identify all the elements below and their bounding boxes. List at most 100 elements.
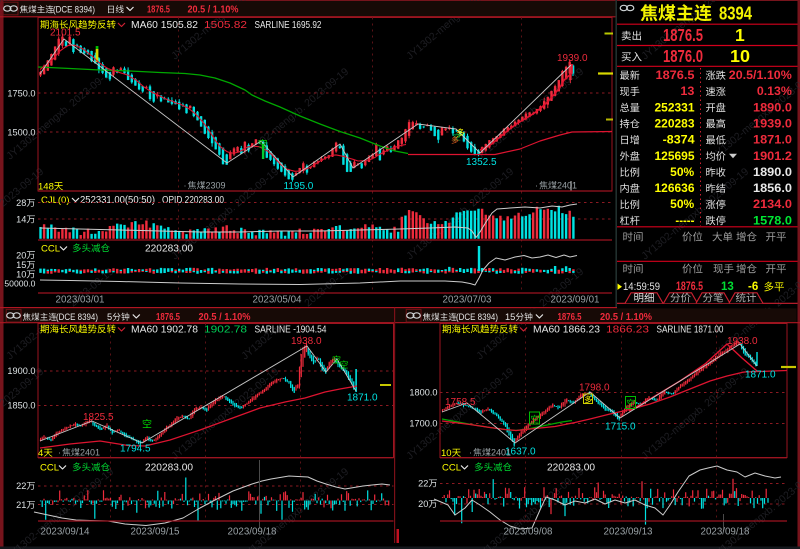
svg-text:50%: 50% <box>670 167 694 179</box>
svg-text:13: 13 <box>680 86 694 98</box>
svg-text:10: 10 <box>441 448 452 459</box>
svg-text:1876.5: 1876.5 <box>558 311 582 323</box>
svg-text:-6: -6 <box>748 281 758 293</box>
svg-text:1856.0: 1856.0 <box>753 183 792 195</box>
svg-text:125695: 125695 <box>655 151 696 163</box>
svg-text:1938.0: 1938.0 <box>291 336 322 347</box>
svg-text:2023/09/13: 2023/09/13 <box>604 527 653 538</box>
svg-text:2023/07/03: 2023/07/03 <box>443 295 492 306</box>
svg-text:4: 4 <box>38 448 43 459</box>
svg-text:8394: 8394 <box>719 4 752 24</box>
svg-text:1890.0: 1890.0 <box>753 167 792 179</box>
svg-text:1800.0: 1800.0 <box>409 388 437 398</box>
svg-text:1637.0: 1637.0 <box>505 447 536 458</box>
svg-text:CCL: CCL <box>442 463 461 474</box>
svg-text:1938.0: 1938.0 <box>727 336 758 347</box>
svg-text:2134.0: 2134.0 <box>753 199 792 211</box>
svg-text:2401: 2401 <box>491 448 511 458</box>
svg-text:SARLINE 1871.00: SARLINE 1871.00 <box>657 325 724 336</box>
svg-text:MA60 1505.82: MA60 1505.82 <box>131 20 198 31</box>
svg-text:1794.5: 1794.5 <box>120 444 151 455</box>
svg-text:1: 1 <box>735 25 745 45</box>
svg-text:10: 10 <box>16 270 26 280</box>
svg-text:20.5 / 1.10%: 20.5 / 1.10% <box>199 311 252 323</box>
svg-text:50000.0: 50000.0 <box>4 279 35 289</box>
svg-text:1352.5: 1352.5 <box>466 157 497 168</box>
svg-text:15: 15 <box>505 312 515 322</box>
svg-text:220283.00: 220283.00 <box>145 463 193 474</box>
svg-text:MA60 1866.23: MA60 1866.23 <box>533 325 600 336</box>
svg-text:1195.0: 1195.0 <box>284 181 314 192</box>
svg-text:20.5 / 1.10%: 20.5 / 1.10% <box>188 4 240 16</box>
svg-text:1876.5: 1876.5 <box>656 70 696 82</box>
svg-text:1505.82: 1505.82 <box>204 20 247 31</box>
svg-text:-----: ----- <box>675 215 694 227</box>
svg-text:1939.0: 1939.0 <box>557 53 588 64</box>
svg-text:1900.0: 1900.0 <box>7 366 35 376</box>
svg-text:1578.0: 1578.0 <box>753 215 792 227</box>
svg-text:13: 13 <box>721 281 734 293</box>
svg-text:252331: 252331 <box>655 102 696 114</box>
svg-text:OPID 220283.00: OPID 220283.00 <box>162 195 224 206</box>
svg-text:28: 28 <box>16 198 26 208</box>
svg-text:1876.5: 1876.5 <box>147 4 170 16</box>
svg-text:1876.5: 1876.5 <box>676 281 703 293</box>
svg-text:2023/05/04: 2023/05/04 <box>253 295 302 306</box>
svg-text:(DCE 8394): (DCE 8394) <box>456 312 498 322</box>
svg-text:148: 148 <box>38 182 54 193</box>
svg-text:14:59:59: 14:59:59 <box>623 281 660 293</box>
svg-text:1939.0: 1939.0 <box>753 118 792 130</box>
svg-text:15: 15 <box>16 260 26 270</box>
svg-text:1871.0: 1871.0 <box>347 393 378 404</box>
svg-text:CJL(0): CJL(0) <box>41 195 70 206</box>
svg-text:5: 5 <box>107 312 112 322</box>
svg-text:2401: 2401 <box>80 448 100 458</box>
svg-text:1700.0: 1700.0 <box>409 419 437 429</box>
svg-text:(DCE 8394): (DCE 8394) <box>53 5 95 15</box>
svg-text:1758.5: 1758.5 <box>445 397 476 408</box>
svg-text:20.5 / 1.10%: 20.5 / 1.10% <box>600 311 653 323</box>
svg-text:1876.5: 1876.5 <box>663 25 703 45</box>
svg-text:1901.2: 1901.2 <box>753 151 792 163</box>
svg-text:220283.00: 220283.00 <box>145 244 193 255</box>
svg-text:1876.0: 1876.0 <box>663 46 703 66</box>
svg-text:-8374: -8374 <box>663 135 696 147</box>
svg-text:MA60 1902.78: MA60 1902.78 <box>131 325 198 336</box>
svg-text:1798.0: 1798.0 <box>579 383 610 394</box>
svg-text:21: 21 <box>16 500 26 510</box>
svg-text:1850.0: 1850.0 <box>7 401 35 411</box>
svg-text:1876.5: 1876.5 <box>156 311 180 323</box>
svg-text:252331.00(50:50): 252331.00(50:50) <box>80 195 155 206</box>
svg-text:2023/03/01: 2023/03/01 <box>56 295 105 306</box>
svg-text:2023/09/15: 2023/09/15 <box>131 527 180 538</box>
svg-text:2023/09/14: 2023/09/14 <box>41 527 90 538</box>
svg-text:CCL: CCL <box>40 463 59 474</box>
svg-text:2309: 2309 <box>206 181 226 191</box>
svg-text:10: 10 <box>730 46 750 66</box>
svg-text:1750.0: 1750.0 <box>7 89 35 99</box>
svg-text:50%: 50% <box>670 199 694 211</box>
svg-text:2101.5: 2101.5 <box>50 28 81 39</box>
svg-text:2023/09/01: 2023/09/01 <box>551 295 600 306</box>
svg-text:·: · <box>58 448 61 458</box>
svg-text:20.5/1.10%: 20.5/1.10% <box>729 70 792 82</box>
svg-text:1500.0: 1500.0 <box>7 128 35 138</box>
svg-text:1866.23: 1866.23 <box>606 325 649 336</box>
svg-text:1871.0: 1871.0 <box>753 135 792 147</box>
svg-text:20: 20 <box>418 499 428 509</box>
svg-text:20: 20 <box>16 250 26 260</box>
svg-text:CCL: CCL <box>41 244 60 255</box>
svg-text:·: · <box>535 181 538 191</box>
svg-text:22: 22 <box>418 479 428 489</box>
svg-text:1825.5: 1825.5 <box>83 412 114 423</box>
svg-text:SARLINE 1695.92: SARLINE 1695.92 <box>255 20 322 31</box>
svg-text:0.13%: 0.13% <box>757 86 792 98</box>
svg-text:2023/09/08: 2023/09/08 <box>504 527 553 538</box>
svg-text:2023/09/18: 2023/09/18 <box>228 527 277 538</box>
svg-text:1871.0: 1871.0 <box>745 370 776 381</box>
svg-text:22: 22 <box>16 481 26 491</box>
svg-text:14: 14 <box>16 215 26 225</box>
svg-text:2401: 2401 <box>557 181 577 191</box>
svg-text:1715.0: 1715.0 <box>605 422 636 433</box>
svg-text:220283: 220283 <box>655 118 695 130</box>
